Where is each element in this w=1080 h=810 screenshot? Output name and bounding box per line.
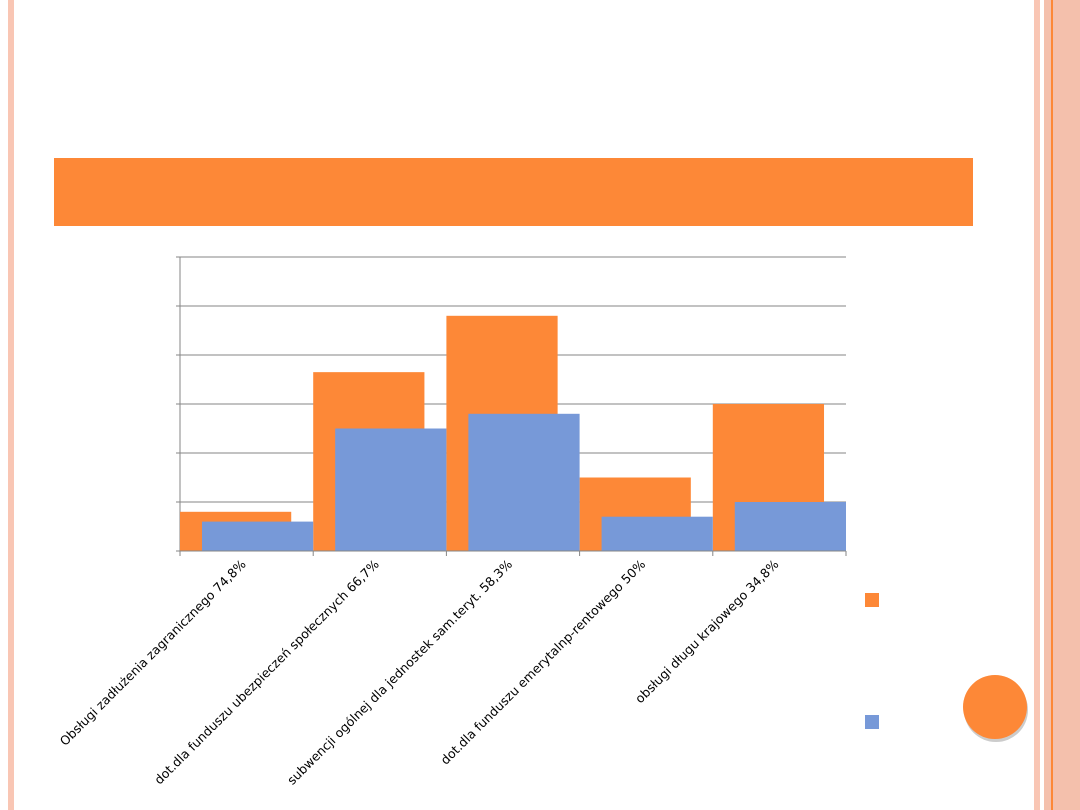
legend-swatch [865, 715, 879, 729]
x-tick-label: dot.dla funduszu ubezpieczeń społecznych… [151, 556, 382, 787]
right-stripe [1034, 0, 1040, 810]
decor-circle [963, 675, 1027, 739]
title-banner [54, 158, 973, 226]
x-tick-label: obsługi długu krajowego 34,8% [632, 556, 782, 706]
bar [335, 428, 447, 551]
left-border [8, 0, 14, 810]
bar [468, 413, 580, 551]
right-line [1051, 0, 1053, 810]
x-tick-label: subwencji ogólnej dla jednostek sam.tery… [284, 556, 515, 787]
legend-swatch [865, 593, 879, 607]
bar [601, 516, 713, 551]
x-tick-label: dot.dla funduszu emerytalnp-rentowego 50… [437, 556, 648, 767]
right-panel [1044, 0, 1080, 810]
bar [201, 521, 314, 551]
bar [734, 502, 846, 551]
